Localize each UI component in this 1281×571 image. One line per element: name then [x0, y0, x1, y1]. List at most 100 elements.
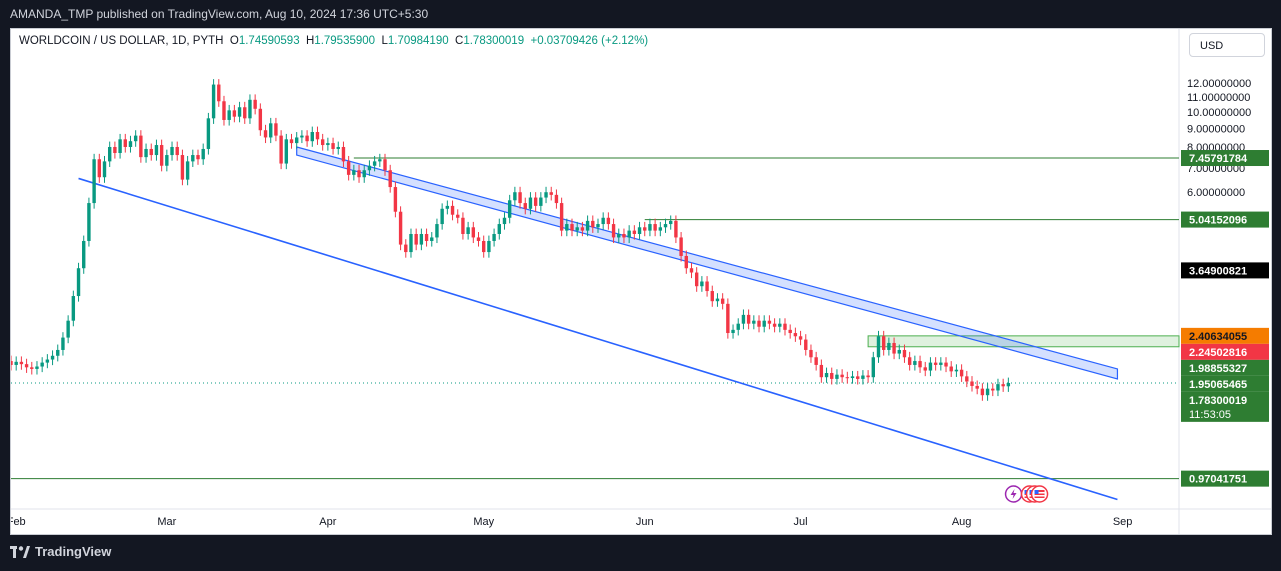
candle[interactable] — [975, 380, 979, 395]
trend-channel-lower[interactable] — [78, 177, 1118, 501]
candle[interactable] — [674, 215, 678, 244]
candle[interactable] — [315, 126, 320, 145]
candle[interactable] — [253, 94, 257, 115]
candle[interactable] — [913, 355, 917, 371]
candle[interactable] — [762, 315, 766, 333]
candle[interactable] — [731, 324, 735, 339]
lightning-icon[interactable] — [1004, 485, 1023, 503]
candle[interactable] — [295, 132, 299, 149]
candle[interactable] — [559, 197, 564, 237]
candle[interactable] — [87, 197, 91, 247]
candle[interactable] — [809, 344, 813, 363]
candle[interactable] — [617, 228, 621, 244]
candle[interactable] — [128, 135, 133, 153]
candle[interactable] — [637, 221, 642, 240]
candle[interactable] — [45, 354, 50, 369]
candle[interactable] — [778, 318, 782, 333]
candle[interactable] — [133, 130, 138, 147]
candle[interactable] — [518, 186, 522, 209]
candle[interactable] — [279, 130, 283, 170]
candle[interactable] — [383, 153, 387, 176]
candle[interactable] — [684, 250, 688, 274]
candle[interactable] — [606, 212, 611, 230]
candle[interactable] — [996, 378, 1000, 397]
candle[interactable] — [170, 141, 174, 161]
candle[interactable] — [118, 133, 122, 159]
candle[interactable] — [211, 79, 216, 124]
candle[interactable] — [726, 298, 730, 339]
candle[interactable] — [694, 267, 699, 292]
candle[interactable] — [627, 225, 631, 244]
candle[interactable] — [237, 101, 242, 123]
candle[interactable] — [82, 235, 86, 274]
chart-frame[interactable]: 12.00000000 11.00000000 10.00000000 9.00000… — [10, 28, 1272, 535]
candle[interactable] — [180, 149, 185, 186]
candle[interactable] — [331, 137, 335, 155]
candle[interactable] — [165, 149, 169, 172]
candle[interactable] — [419, 228, 424, 251]
price-label[interactable]: 2.40634055 — [1181, 327, 1269, 344]
candle[interactable] — [476, 232, 481, 247]
candle[interactable] — [336, 141, 340, 155]
candle[interactable] — [196, 149, 200, 165]
us-flag-icon[interactable] — [1030, 485, 1049, 503]
candle[interactable] — [736, 318, 740, 336]
candle[interactable] — [362, 164, 366, 183]
candle[interactable] — [56, 344, 60, 362]
candle[interactable] — [528, 192, 533, 215]
candle[interactable] — [601, 212, 605, 230]
candle[interactable] — [965, 370, 969, 388]
candle[interactable] — [539, 192, 543, 212]
candle[interactable] — [357, 164, 361, 183]
candle[interactable] — [445, 200, 450, 215]
candle[interactable] — [461, 212, 465, 240]
candle[interactable] — [949, 361, 953, 377]
candle[interactable] — [310, 126, 314, 147]
currency-button[interactable]: USD — [1189, 33, 1265, 57]
candle[interactable] — [107, 141, 112, 167]
price-label[interactable]: 1.98855327 — [1181, 359, 1269, 376]
candle[interactable] — [892, 337, 896, 360]
candle[interactable] — [575, 221, 579, 237]
candle[interactable] — [549, 186, 553, 201]
candle[interactable] — [175, 141, 179, 161]
candle[interactable] — [507, 194, 512, 224]
candle[interactable] — [881, 330, 886, 356]
candle[interactable] — [700, 276, 704, 292]
candle[interactable] — [11, 355, 13, 371]
candle[interactable] — [471, 221, 476, 244]
candle[interactable] — [991, 383, 995, 397]
candle[interactable] — [466, 221, 470, 240]
candle[interactable] — [835, 369, 839, 385]
candle[interactable] — [435, 218, 439, 244]
candle[interactable] — [772, 318, 777, 333]
candle[interactable] — [284, 133, 289, 170]
candle[interactable] — [798, 330, 803, 346]
candle[interactable] — [570, 218, 574, 237]
candle[interactable] — [866, 370, 870, 383]
candle[interactable] — [185, 155, 190, 186]
price-chart[interactable]: 12.00000000 11.00000000 10.00000000 9.00000… — [11, 29, 1271, 534]
candle[interactable] — [544, 186, 548, 204]
candle[interactable] — [50, 350, 55, 366]
candle[interactable] — [679, 232, 683, 262]
candle[interactable] — [585, 215, 590, 237]
candle[interactable] — [232, 104, 237, 123]
candle[interactable] — [14, 356, 18, 371]
candle[interactable] — [269, 117, 273, 144]
candle[interactable] — [928, 357, 933, 377]
candle[interactable] — [819, 359, 824, 383]
candle[interactable] — [191, 149, 195, 167]
candle[interactable] — [611, 218, 616, 244]
candle[interactable] — [793, 327, 798, 342]
candle[interactable] — [326, 137, 330, 151]
candle[interactable] — [248, 94, 252, 124]
candle[interactable] — [414, 228, 418, 251]
candle[interactable] — [30, 361, 34, 375]
candle[interactable] — [970, 376, 974, 392]
candle[interactable] — [591, 215, 595, 233]
candle[interactable] — [258, 103, 263, 136]
candle[interactable] — [861, 370, 865, 385]
candle[interactable] — [424, 228, 429, 247]
candle[interactable] — [341, 141, 346, 167]
